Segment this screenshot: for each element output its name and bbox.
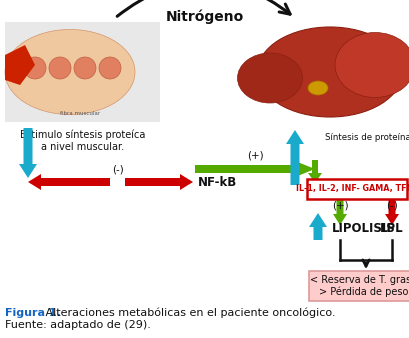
- Text: (+): (+): [331, 200, 348, 210]
- Text: Síntesis de proteínas de fase aguda.: Síntesis de proteínas de fase aguda.: [324, 133, 409, 142]
- Polygon shape: [307, 160, 321, 183]
- Polygon shape: [28, 174, 110, 190]
- Polygon shape: [308, 213, 326, 240]
- Ellipse shape: [237, 53, 302, 103]
- Text: (-): (-): [112, 165, 124, 175]
- Polygon shape: [384, 198, 398, 225]
- Ellipse shape: [5, 29, 135, 115]
- Text: (-): (-): [385, 200, 397, 210]
- Polygon shape: [19, 128, 37, 178]
- Polygon shape: [332, 198, 346, 225]
- Polygon shape: [5, 45, 35, 85]
- FancyBboxPatch shape: [306, 179, 406, 199]
- Ellipse shape: [74, 57, 96, 79]
- Polygon shape: [125, 174, 193, 190]
- Ellipse shape: [307, 81, 327, 95]
- Text: (+): (+): [246, 150, 263, 160]
- FancyBboxPatch shape: [308, 271, 409, 301]
- Ellipse shape: [334, 32, 409, 97]
- Text: fibra muscular: fibra muscular: [60, 111, 100, 116]
- Text: Estimulo síntesis proteíca
a nivel muscular.: Estimulo síntesis proteíca a nivel muscu…: [20, 130, 145, 152]
- Text: Fuente: adaptado de (29).: Fuente: adaptado de (29).: [5, 320, 151, 330]
- Polygon shape: [294, 161, 314, 177]
- Bar: [195, 165, 294, 173]
- Text: IL-1, IL-2, INF- GAMA, TFNα: IL-1, IL-2, INF- GAMA, TFNα: [295, 185, 409, 193]
- Text: Alteraciones metabólicas en el paciente oncológico.: Alteraciones metabólicas en el paciente …: [42, 308, 335, 318]
- Ellipse shape: [99, 57, 121, 79]
- Polygon shape: [285, 130, 303, 185]
- Text: LIPOLISIS: LIPOLISIS: [331, 221, 395, 235]
- FancyArrowPatch shape: [117, 0, 290, 16]
- FancyBboxPatch shape: [5, 22, 160, 122]
- Text: < Reserva de T. graso
> Pérdida de peso: < Reserva de T. graso > Pérdida de peso: [310, 275, 409, 297]
- Ellipse shape: [257, 27, 402, 117]
- Text: NF-kB: NF-kB: [198, 175, 237, 189]
- Text: Nitrógeno: Nitrógeno: [166, 10, 243, 24]
- Ellipse shape: [24, 57, 46, 79]
- Text: LPL: LPL: [379, 221, 403, 235]
- Ellipse shape: [49, 57, 71, 79]
- Text: Figura 1.: Figura 1.: [5, 308, 61, 318]
